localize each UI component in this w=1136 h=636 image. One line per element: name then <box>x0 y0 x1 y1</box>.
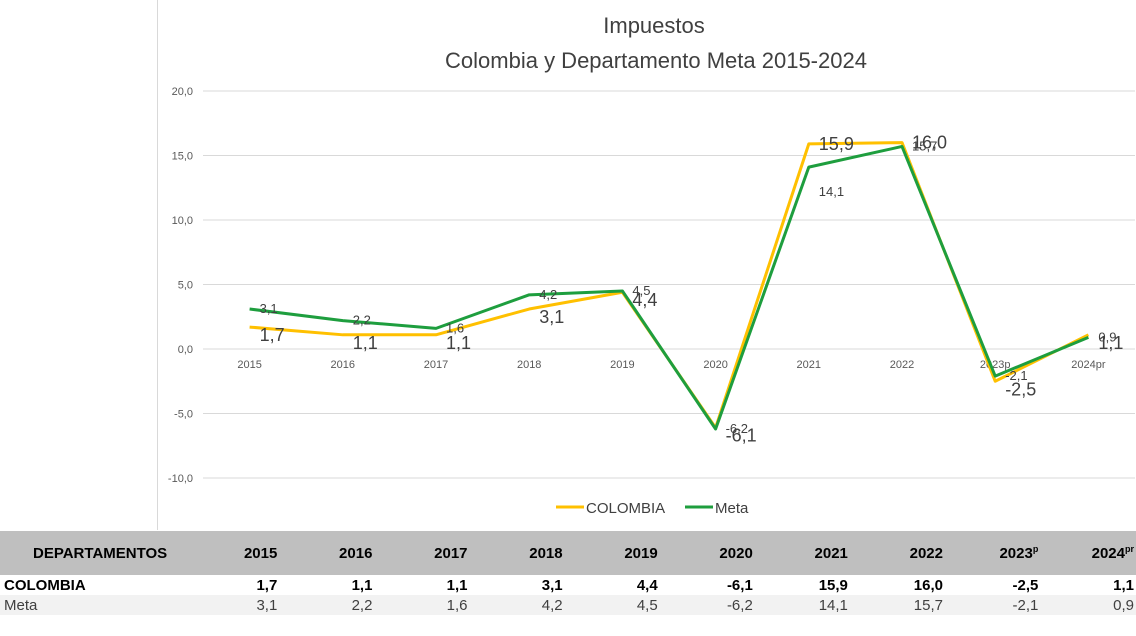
legend-colombia-label: COLOMBIA <box>586 500 665 517</box>
data-label-colombia: 16,0 <box>912 133 947 153</box>
table-cell: 1,7 <box>184 575 280 595</box>
x-axis-ticks: 2015 2016 2017 2018 2019 2020 2021 2022 2023p 202… <box>237 359 1105 371</box>
chart-area: Impuestos Colombia y Departamento Meta 2… <box>157 0 1136 530</box>
data-label-meta: -2,1 <box>1005 368 1027 383</box>
data-label-meta: 14,1 <box>819 184 844 199</box>
data-label-meta: 2,2 <box>353 313 371 328</box>
data-label-colombia: -6,1 <box>726 426 757 446</box>
x-tick-label: 2015 <box>237 359 261 371</box>
table-cell: -2,1 <box>944 595 1041 615</box>
data-label-meta: 4,5 <box>632 283 650 298</box>
table-row: Meta 3,1 2,2 1,6 4,2 4,5 -6,2 14,1 15,7 … <box>0 595 1136 615</box>
table-cell: 1,1 <box>279 575 375 595</box>
data-label-colombia: 1,1 <box>1098 333 1123 353</box>
data-label-meta: 15,7 <box>912 138 937 153</box>
y-tick-label: 10,0 <box>172 215 193 227</box>
table-cell: -6,1 <box>659 575 755 595</box>
table-header-year: 2015 <box>184 531 280 575</box>
x-tick-label: 2016 <box>331 359 355 371</box>
table-header-year: 2023p <box>944 531 1041 575</box>
table-header-year: 2019 <box>564 531 660 575</box>
x-tick-label: 2019 <box>610 359 634 371</box>
legend: COLOMBIA Meta <box>556 500 749 517</box>
y-tick-label: 15,0 <box>172 151 193 163</box>
table-header-year: 2020 <box>659 531 755 575</box>
table-cell: 0,9 <box>1040 595 1136 615</box>
x-tick-label: 2018 <box>517 359 541 371</box>
series-lines <box>249 141 1090 431</box>
table-cell: 16,0 <box>849 575 945 595</box>
series-line-meta <box>249 144 1089 431</box>
y-tick-label: 0,0 <box>178 344 193 356</box>
table-header-year: 2022 <box>849 531 945 575</box>
table-header-departamentos: DEPARTAMENTOS <box>0 531 185 575</box>
table-cell: 4,5 <box>564 595 660 615</box>
x-tick-label: 2020 <box>703 359 727 371</box>
row-label: COLOMBIA <box>0 575 185 595</box>
data-label-meta: -6,2 <box>726 421 748 436</box>
table-header-year: 2017 <box>374 531 470 575</box>
table-cell: 1,1 <box>1040 575 1136 595</box>
x-tick-label: 2022 <box>890 359 914 371</box>
data-label-colombia: 15,9 <box>819 134 854 154</box>
data-label-colombia: 4,4 <box>632 290 657 310</box>
table-cell: 3,1 <box>184 595 280 615</box>
data-table: DEPARTAMENTOS 2015 2016 2017 2018 2019 2… <box>0 531 1136 615</box>
data-label-colombia: 1,1 <box>353 333 378 353</box>
series-line-colombia <box>249 141 1090 430</box>
y-tick-label: -10,0 <box>168 473 193 485</box>
data-label-meta: 3,1 <box>260 301 278 316</box>
table-header-year: 2016 <box>279 531 375 575</box>
data-label-meta: 1,6 <box>446 320 464 335</box>
data-labels: 1,7 1,1 1,1 3,1 4,4 -6,1 15,9 16,0 -2,5 1,1 3,1 2,2… <box>260 133 1124 446</box>
data-label-colombia: 3,1 <box>539 307 564 327</box>
table-header-year: 2024pr <box>1040 531 1136 575</box>
table-cell: 1,1 <box>374 575 470 595</box>
data-label-colombia: -2,5 <box>1005 379 1036 399</box>
legend-meta-label: Meta <box>715 500 749 517</box>
table-cell: 2,2 <box>279 595 375 615</box>
data-label-meta: 4,2 <box>539 287 557 302</box>
y-tick-label: 20,0 <box>172 86 193 98</box>
y-tick-label: -5,0 <box>174 409 193 421</box>
x-tick-label: 2017 <box>424 359 448 371</box>
table-cell: 1,6 <box>374 595 470 615</box>
table-row: COLOMBIA 1,7 1,1 1,1 3,1 4,4 -6,1 15,9 1… <box>0 575 1136 595</box>
table-cell: 4,2 <box>469 595 565 615</box>
data-label-colombia: 1,1 <box>446 333 471 353</box>
table-cell: 3,1 <box>469 575 565 595</box>
row-label: Meta <box>0 595 185 615</box>
y-axis-ticks: 20,0 15,0 10,0 5,0 0,0 -5,0 -10,0 <box>168 86 193 485</box>
x-tick-label: 2021 <box>797 359 821 371</box>
table-cell: 15,9 <box>754 575 850 595</box>
table-cell: 14,1 <box>754 595 850 615</box>
data-label-meta: 0,9 <box>1098 329 1116 344</box>
chart-subtitle: Colombia y Departamento Meta 2015-2024 <box>445 48 867 73</box>
table-header-year: 2018 <box>469 531 565 575</box>
x-tick-label: 2024pr <box>1071 359 1106 371</box>
chart-title: Impuestos <box>603 13 705 38</box>
table-header-year: 2021 <box>754 531 850 575</box>
table-cell: 4,4 <box>564 575 660 595</box>
y-tick-label: 5,0 <box>178 280 193 292</box>
table-header-row: DEPARTAMENTOS 2015 2016 2017 2018 2019 2… <box>0 531 1136 575</box>
data-label-colombia: 1,7 <box>260 325 285 345</box>
table-cell: -2,5 <box>944 575 1041 595</box>
line-chart: Impuestos Colombia y Departamento Meta 2… <box>168 13 1135 517</box>
grid-lines <box>203 90 1135 479</box>
table-cell: -6,2 <box>659 595 755 615</box>
table-cell: 15,7 <box>849 595 945 615</box>
